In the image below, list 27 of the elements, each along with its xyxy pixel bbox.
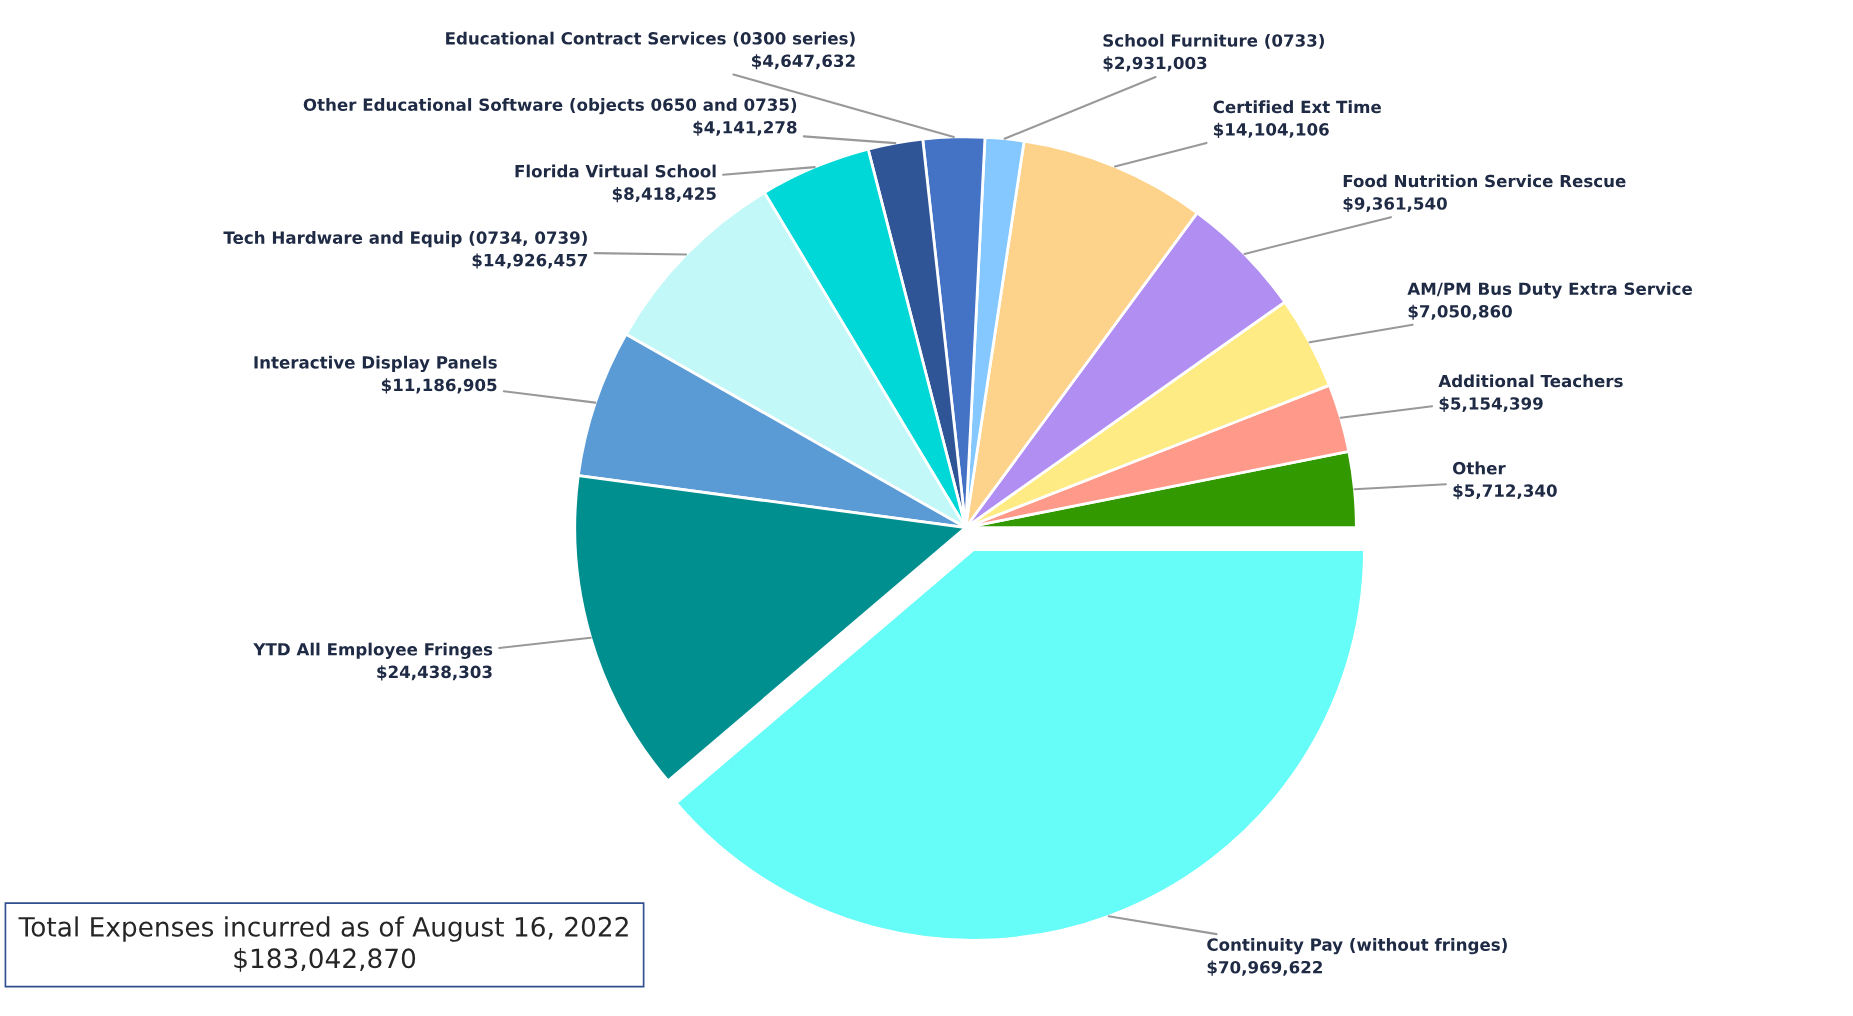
slice-label: Other [1452,461,1506,475]
slice-label: Tech Hardware and Equip (0734, 0739) [223,231,587,248]
slice-label: Educational Contract Services (0300 series) [446,31,855,47]
data-label: $4,647,632 [751,54,855,70]
data-label: $5,712,340 [1453,484,1557,500]
data-label: $2,931,003 [1103,56,1207,72]
data-label: $11,186,905 [381,378,497,394]
slice-label: YTD All Employee Fringes [253,642,493,659]
data-label: $70,969,622 [1207,960,1322,976]
slice-label: Continuity Pay (without fringes) [1207,938,1507,955]
data-label: $5,154,399 [1439,396,1543,412]
slice-label: Interactive Display Panels [254,355,497,373]
data-label: $14,926,457 [472,253,588,269]
data-label: $9,361,540 [1343,196,1447,212]
data-label: $14,104,106 [1213,122,1329,138]
slice-label: Additional Teachers [1438,374,1623,388]
data-label: $7,050,860 [1408,304,1512,320]
slice-label: Certified Ext Time [1213,100,1381,114]
slice-label: School Furniture (0733) [1103,33,1324,49]
slice-label: AM/PM Bus Duty Extra Service [1407,282,1692,299]
slice-label: Food Nutrition Service Rescue [1343,174,1626,188]
text: Total Expenses incurred as of August 16, 2022 $183,042,870 [18,916,628,972]
data-label: $24,438,303 [377,665,492,681]
slice-label: Other Educational Software (objects 0650 and 0735) [303,98,797,115]
data-label: $8,418,425 [612,187,716,203]
slice-label: Florida Virtual School [515,164,716,178]
data-label: $4,141,278 [693,120,797,136]
